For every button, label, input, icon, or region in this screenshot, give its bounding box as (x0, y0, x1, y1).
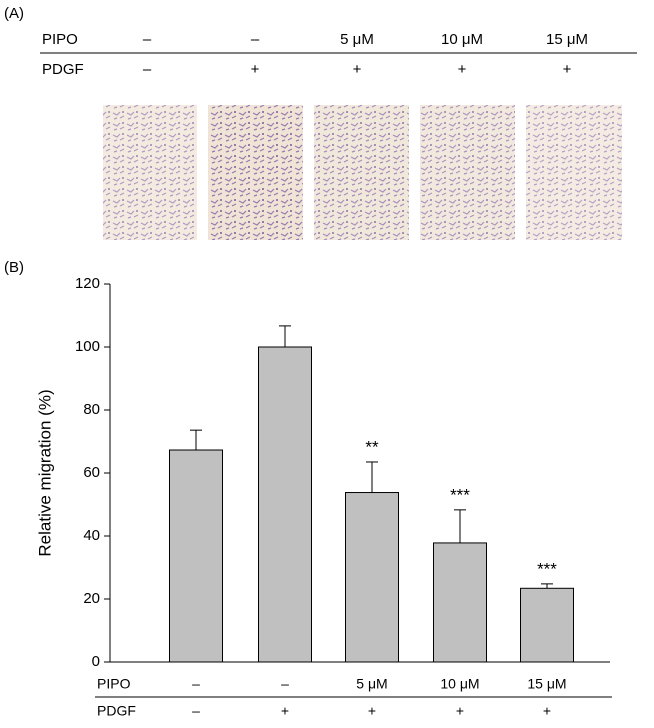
panel-label: (A) (4, 5, 24, 22)
row-cell: 15 μM (527, 676, 566, 692)
row-label: PDGF (42, 61, 84, 78)
row-label: PDGF (97, 703, 136, 719)
significance: *** (450, 485, 470, 504)
bar (433, 542, 487, 663)
row-cell: – (143, 61, 152, 78)
row-cell: + (456, 703, 464, 719)
row-cell: + (251, 61, 260, 78)
row-cell: – (192, 676, 200, 692)
bar (258, 346, 312, 663)
micrograph (526, 105, 622, 240)
y-tick-label: 100 (75, 338, 100, 355)
bar (345, 492, 399, 663)
y-axis-label: Relative migration (%) (35, 389, 54, 556)
row-cell: + (563, 61, 572, 78)
y-tick-label: 0 (92, 653, 100, 670)
row-cell: + (368, 703, 376, 719)
panel-label: (B) (4, 259, 24, 276)
y-tick-label: 20 (83, 590, 100, 607)
row-cell: 15 μM (546, 31, 588, 48)
micrograph (103, 105, 197, 240)
micrograph (208, 105, 303, 240)
row-label: PIPO (42, 31, 78, 48)
micrographs (103, 105, 622, 240)
row-cell: 10 μM (441, 31, 483, 48)
row-label: PIPO (97, 676, 131, 692)
y-tick-label: 80 (83, 401, 100, 418)
row-cell: + (543, 703, 551, 719)
micrograph (314, 105, 409, 240)
y-tick-label: 120 (75, 275, 100, 292)
row-cell: + (281, 703, 289, 719)
micrograph (420, 105, 515, 240)
row-cell: + (458, 61, 467, 78)
row-cell: – (251, 31, 260, 48)
significance: *** (537, 559, 557, 578)
row-cell: 5 μM (356, 676, 387, 692)
row-cell: – (143, 31, 152, 48)
significance: ** (365, 437, 379, 456)
row-cell: 10 μM (440, 676, 479, 692)
row-cell: 5 μM (340, 31, 374, 48)
row-cell: – (192, 703, 200, 719)
bar (169, 449, 223, 663)
y-tick-label: 60 (83, 464, 100, 481)
bar (520, 587, 574, 663)
row-cell: + (353, 61, 362, 78)
row-cell: – (281, 676, 289, 692)
y-tick-label: 40 (83, 527, 100, 544)
